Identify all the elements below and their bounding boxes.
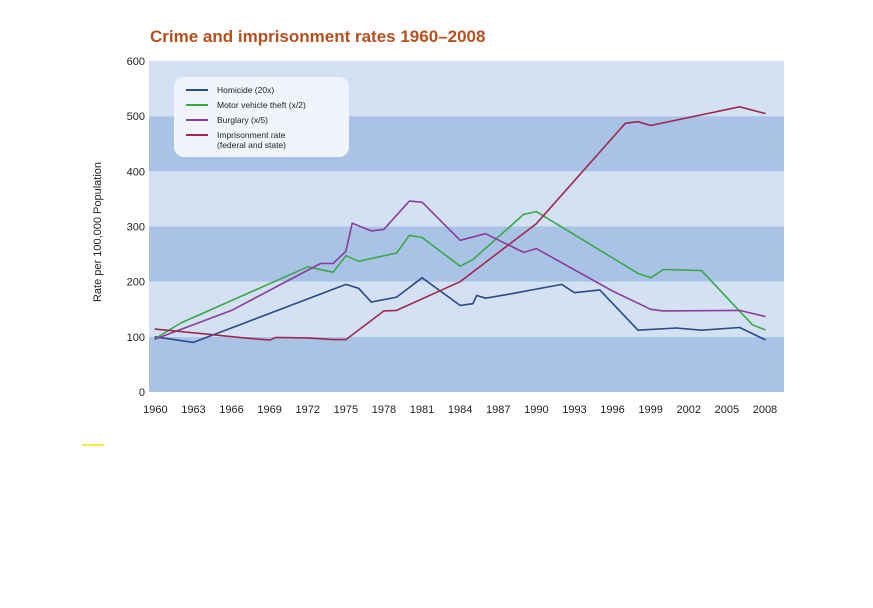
x-tick-label: 1987: [486, 404, 510, 416]
series-lines: [154, 106, 766, 344]
grid-band: [149, 336, 784, 392]
series-line-0: [154, 277, 766, 344]
y-axis-label: Rate per 100,000 Population: [92, 162, 104, 302]
x-tick-label: 1978: [372, 404, 396, 416]
x-tick-label: 1960: [143, 404, 167, 416]
legend-label: Homicide (20x): [217, 85, 274, 95]
series-line-1: [154, 210, 766, 340]
yellow-highlight-mark: [82, 444, 104, 446]
legend-box: [174, 77, 349, 157]
x-tick-label: 1981: [410, 404, 434, 416]
x-tick-label: 1999: [638, 404, 662, 416]
series-line-2: [154, 200, 766, 340]
y-tick-label: 300: [127, 222, 145, 234]
grid-band: [149, 171, 784, 227]
y-axis-ticks: 0 100 200 300 400 500 600: [127, 56, 145, 399]
x-axis-ticks: 1960 1963 1966 1969 1972 1975 1978 1981 1984 1987…: [143, 404, 777, 416]
legend: Homicide (20x) Motor vehicle theft (x/2) B…: [174, 77, 349, 157]
x-tick-label: 1966: [219, 404, 243, 416]
y-tick-label: 200: [127, 277, 145, 289]
legend-label: Imprisonment rate (federal and state): [217, 130, 286, 150]
x-tick-label: 1990: [524, 404, 548, 416]
y-tick-label: 0: [139, 387, 145, 399]
y-tick-label: 600: [127, 56, 145, 68]
chart-title: Crime and imprisonment rates 1960–2008: [150, 27, 486, 46]
x-tick-label: 2002: [677, 404, 701, 416]
x-tick-label: 2005: [715, 404, 739, 416]
legend-label: Motor vehicle theft (x/2): [217, 100, 306, 110]
y-tick-label: 100: [127, 332, 145, 344]
y-tick-label: 500: [127, 111, 145, 123]
x-tick-label: 1975: [334, 404, 358, 416]
x-tick-label: 1993: [562, 404, 586, 416]
grid-band: [149, 226, 784, 282]
series-line-3: [154, 106, 766, 341]
x-tick-label: 1963: [181, 404, 205, 416]
x-tick-label: 1984: [448, 404, 472, 416]
x-tick-label: 1972: [296, 404, 320, 416]
x-tick-label: 2008: [753, 404, 777, 416]
x-tick-label: 1969: [257, 404, 281, 416]
x-tick-label: 1996: [600, 404, 624, 416]
legend-label: Burglary (x/5): [217, 115, 268, 125]
y-tick-label: 400: [127, 166, 145, 178]
